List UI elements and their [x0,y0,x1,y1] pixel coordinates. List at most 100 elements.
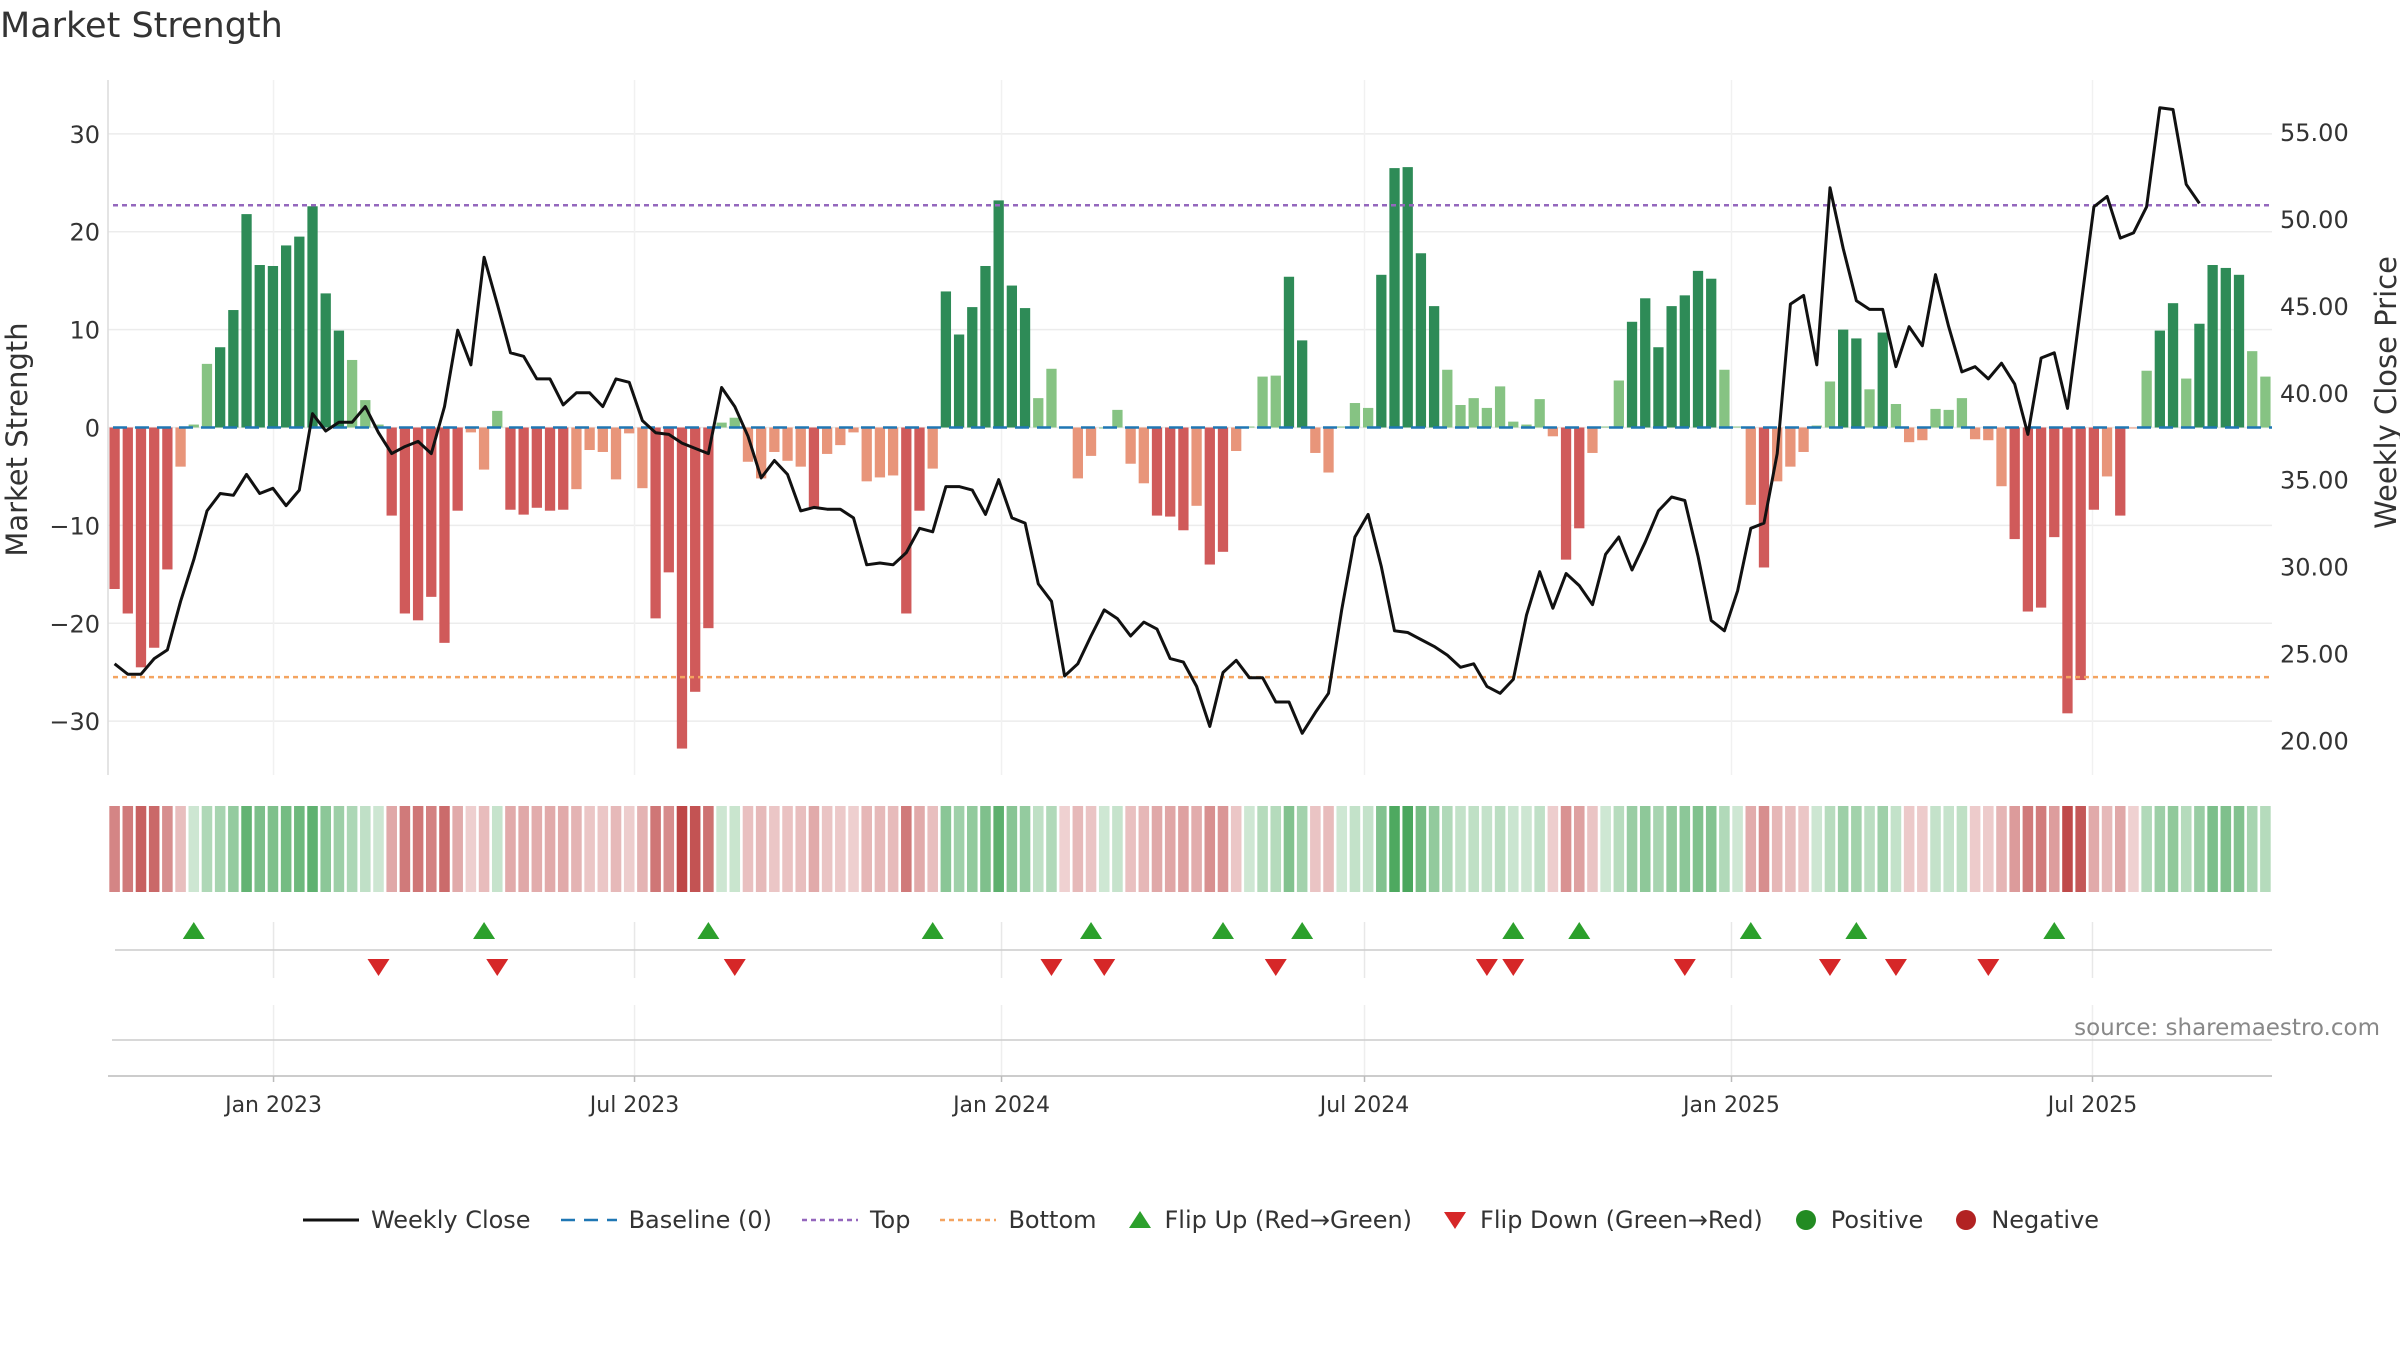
strip-cell [228,806,239,892]
flip-down-marker [367,959,390,976]
strip-cell [914,806,925,892]
strength-bar [2088,427,2100,510]
strip-cell [241,806,252,892]
strength-bar [201,363,213,428]
strip-cell [1244,806,1255,892]
strip-cell [412,806,424,892]
legend-item-bottom: Bottom [938,1206,1097,1234]
strip-cell [676,806,688,892]
strip-cell [637,806,648,892]
strength-bar [1732,426,1743,428]
strength-bar [2220,267,2231,428]
strength-bar [1494,386,1506,428]
strength-bar [1033,398,1044,428]
strip-cell [2141,806,2152,892]
legend-marker-icon [940,1218,997,1222]
strength-bar [1270,375,1281,428]
strength-bar [2062,427,2073,714]
strength-bar [1481,407,1493,428]
strength-bar [795,427,806,467]
flip-down-marker [1673,959,1696,976]
strength-bar [742,427,754,462]
strength-bar [426,427,437,597]
strip-cell [426,806,437,892]
flip-down-marker [1502,959,1525,976]
strip-cell [1930,806,1941,892]
strip-cell [1639,806,1651,892]
strength-bar [2035,427,2047,608]
y-tick-label: 20 [69,219,100,247]
strength-bar [1244,426,1255,428]
strength-bar [465,427,477,433]
strength-bar [1376,274,1387,428]
strip-cell [1653,806,1664,892]
flip-down-marker [1264,959,1287,976]
strength-bar [360,400,371,428]
flip-up-marker [1568,922,1591,939]
strength-bar [2207,265,2218,428]
legend-marker-icon [1956,1210,1977,1230]
strength-bar [267,265,279,428]
strength-bar [1824,381,1836,428]
strength-bar [597,427,608,452]
strip-cell [2207,806,2218,892]
strength-bar [307,206,318,428]
strip-cell [1428,806,1440,892]
strength-bar [1798,427,1809,452]
legend-item-baseline: Baseline (0) [559,1206,772,1234]
strength-bar [1468,398,1479,428]
strength-bar [1165,427,1176,517]
strength-bar [1758,427,1770,568]
strip-cell [755,806,767,892]
strength-bar [1534,399,1545,428]
strength-bar [1402,167,1413,428]
strip-cell [439,806,450,892]
strength-bar [2115,427,2126,516]
flip-up-marker [1291,922,1314,939]
legend-label: Baseline (0) [628,1206,772,1234]
strip-cell [821,806,833,892]
strip-cell [214,806,226,892]
strip-cell [1534,806,1545,892]
strength-bar [848,427,859,433]
strip-cell [478,806,490,892]
strength-bar [610,427,622,480]
strength-bar [1442,369,1453,428]
legend-label: Weekly Close [370,1206,531,1234]
strip-cell [544,806,556,892]
strip-cell [491,806,503,892]
strip-cell [386,806,397,892]
strength-bar [1943,409,1954,428]
strip-cell [1085,806,1097,892]
flip-down-marker [1093,959,1116,976]
strength-bar [1587,427,1598,453]
strength-bar [1389,168,1400,428]
strip-cell [2101,806,2113,892]
flip-up-marker [921,922,944,939]
legend-item-negative: Negative [1951,1206,2099,1234]
strength-bar [1600,426,1611,428]
strip-cell [1877,806,1889,892]
strip-cell [1798,806,1809,892]
strength-bar [1877,332,1888,428]
strip-cell [1336,806,1348,892]
strip-cell [1626,806,1638,892]
strength-bar [1613,380,1624,428]
strip-cell [2180,806,2192,892]
strip-cell [122,806,134,892]
strip-cell [1824,806,1836,892]
strength-bar [1508,421,1519,428]
strip-cell [663,806,675,892]
strip-cell [1217,806,1229,892]
strength-bar [1085,427,1097,456]
strip-cell [980,806,991,892]
strip-cell [1019,806,1031,892]
strip-cell [1006,806,1018,892]
strength-bar [821,427,833,454]
strength-bar [2049,427,2060,538]
legend-item-flip_up: Flip Up (Red→Green) [1125,1206,1412,1234]
strip-cell [610,806,622,892]
y2-tick-label: 35.00 [2280,467,2349,495]
strip-cell [1758,806,1770,892]
strength-bar [663,427,674,573]
